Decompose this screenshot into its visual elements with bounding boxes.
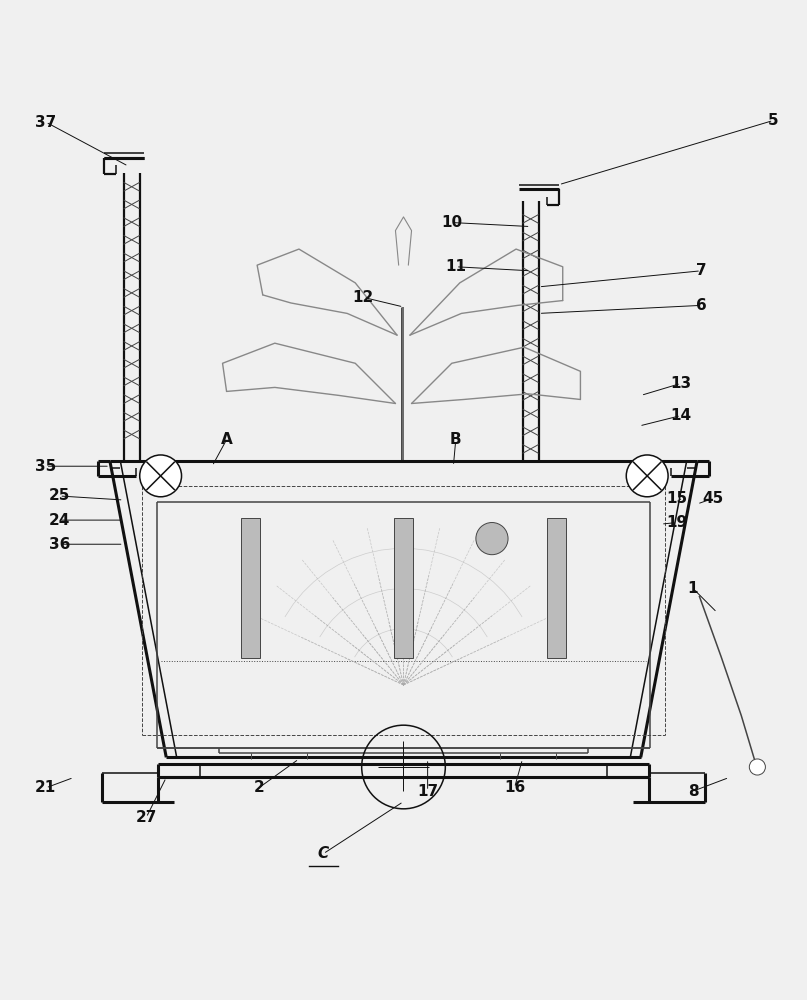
Circle shape <box>626 455 668 497</box>
Text: B: B <box>450 432 462 447</box>
Text: 19: 19 <box>667 515 688 530</box>
Text: 21: 21 <box>35 780 56 795</box>
Bar <box>241 518 261 658</box>
Text: 11: 11 <box>445 259 466 274</box>
Text: 5: 5 <box>768 113 779 128</box>
Circle shape <box>140 455 182 497</box>
Text: 8: 8 <box>688 784 698 799</box>
Text: 24: 24 <box>48 513 70 528</box>
Text: 12: 12 <box>353 290 374 305</box>
Text: 25: 25 <box>48 488 70 503</box>
Text: 14: 14 <box>671 408 692 423</box>
Circle shape <box>750 759 765 775</box>
Text: 10: 10 <box>441 215 462 230</box>
Text: 36: 36 <box>48 537 70 552</box>
Text: 37: 37 <box>35 115 56 130</box>
Text: 16: 16 <box>504 780 525 795</box>
Text: A: A <box>220 432 232 447</box>
Text: 7: 7 <box>696 263 706 278</box>
Text: 17: 17 <box>417 784 438 799</box>
Text: C: C <box>317 846 328 861</box>
Text: 35: 35 <box>35 459 56 474</box>
Text: 45: 45 <box>703 491 724 506</box>
Text: 13: 13 <box>671 376 692 391</box>
Text: 6: 6 <box>696 298 706 313</box>
Text: 1: 1 <box>688 581 698 596</box>
Bar <box>546 518 566 658</box>
Bar <box>394 518 413 658</box>
Text: 2: 2 <box>253 780 264 795</box>
Circle shape <box>476 523 508 555</box>
Text: 15: 15 <box>667 491 688 506</box>
Text: 27: 27 <box>136 810 157 825</box>
